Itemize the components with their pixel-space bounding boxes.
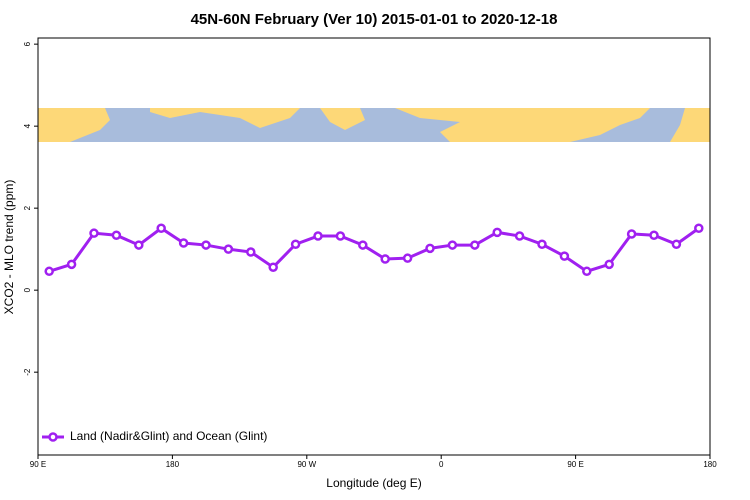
land [670, 108, 710, 142]
point [134, 240, 144, 250]
chart-title: 45N-60N February (Ver 10) 2015-01-01 to … [191, 11, 558, 28]
point [268, 262, 278, 272]
point [335, 231, 346, 241]
point [111, 230, 122, 240]
legend-label: Land (Nadir&Glint) and Ocean (Glint) [70, 429, 267, 443]
x-tick-label: 90 E [567, 460, 583, 469]
point [156, 223, 166, 234]
point [671, 239, 682, 249]
series-line [48, 226, 700, 273]
point [313, 231, 323, 241]
x-tick-label: 0 [439, 460, 444, 469]
x-tick-label: 90 E [30, 460, 46, 469]
x-tick-label: 180 [166, 460, 180, 469]
point [447, 240, 458, 250]
x-axis-label: Longitude (deg E) [326, 476, 421, 490]
land [150, 108, 300, 128]
point [425, 243, 435, 254]
point [89, 228, 99, 238]
point [246, 247, 256, 257]
point [402, 253, 413, 263]
x-tick-label: 90 W [297, 460, 316, 469]
point [537, 239, 547, 249]
legend-point [48, 432, 58, 442]
map-band [38, 108, 710, 142]
point [470, 240, 480, 250]
y-axis-label: XCO2 - MLO trend (ppm) [2, 180, 16, 315]
y-tick-label: 2 [23, 205, 32, 210]
point [694, 223, 704, 234]
point [626, 229, 637, 239]
y-tick-label: 0 [23, 287, 32, 292]
point [582, 266, 592, 277]
point [66, 259, 77, 270]
land [320, 108, 365, 130]
point [649, 230, 659, 240]
point [380, 254, 390, 264]
point [44, 266, 54, 277]
point [514, 231, 525, 241]
point [358, 240, 368, 250]
land [38, 108, 110, 142]
point [559, 251, 570, 261]
y-tick-label: -2 [23, 368, 32, 376]
x-tick-label: 180 [703, 460, 717, 469]
land [395, 108, 650, 142]
point [604, 259, 614, 270]
y-tick-label: 6 [23, 41, 32, 46]
point [492, 227, 502, 238]
plot-frame [37, 37, 711, 456]
point [178, 238, 189, 248]
y-tick-label: 4 [23, 123, 32, 128]
point [290, 239, 301, 249]
point [201, 240, 211, 250]
point [223, 244, 234, 254]
